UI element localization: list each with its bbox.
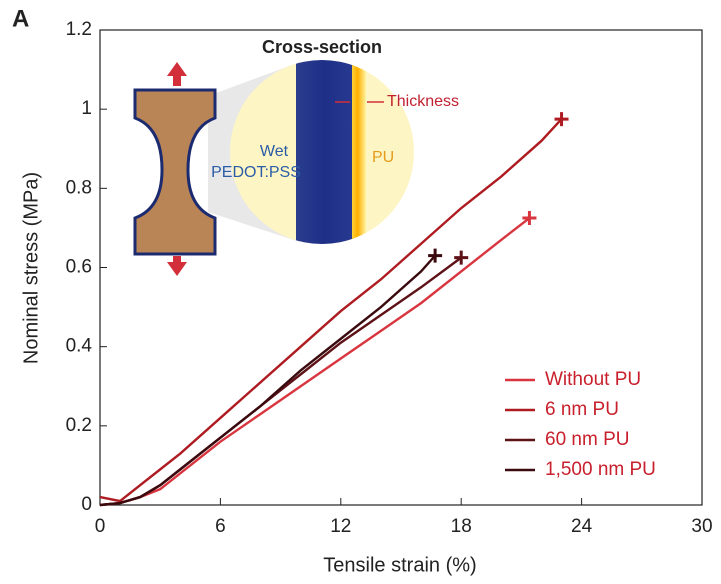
x-tick-label: 18: [451, 516, 472, 537]
arrow-up: [167, 62, 187, 86]
data-line: [99, 118, 563, 503]
y-tick-label: 0: [81, 494, 92, 515]
break-point: [554, 112, 569, 127]
y-axis-label: Nominal stress (MPa): [20, 172, 42, 364]
specimen: [133, 88, 217, 256]
x-tick-label: 12: [330, 516, 351, 537]
y-tick-label: 0.2: [66, 415, 92, 436]
legend-label: 6 nm PU: [545, 399, 619, 420]
x-tick-label: 0: [95, 516, 106, 537]
panel-label: A: [12, 5, 29, 32]
y-tick-label: 1: [81, 98, 92, 119]
inset-label: PU: [372, 149, 394, 166]
y-tick-label: 0.6: [66, 257, 92, 278]
break-point: [522, 211, 537, 226]
break-point: [428, 248, 443, 263]
data-line: [99, 256, 462, 507]
legend-label: 1,500 nm PU: [545, 459, 656, 480]
x-tick-label: 24: [571, 516, 593, 537]
inset-title: Cross-section: [262, 37, 382, 57]
x-tick-label: 6: [215, 516, 226, 537]
pedot-layer: [296, 60, 354, 244]
x-tick-label: 30: [691, 516, 712, 537]
y-tick-label: 1.2: [66, 19, 92, 40]
data-line: [99, 217, 531, 507]
inset-label: PEDOT:PSS: [211, 164, 301, 181]
arrow-down: [167, 256, 187, 276]
inset: Cross-section Wet PEDOT:PSS Thickness PU: [133, 37, 459, 276]
break-point: [454, 250, 469, 265]
data-line: [99, 254, 437, 507]
x-axis-label: Tensile strain (%): [323, 554, 476, 576]
inset-label: Thickness: [387, 93, 459, 110]
inset-label: Wet: [260, 143, 289, 160]
y-tick-label: 0.8: [66, 177, 92, 198]
pu-layer: [352, 60, 366, 244]
legend-label: Without PU: [545, 369, 641, 390]
y-tick-label: 0.4: [66, 336, 93, 357]
legend-label: 60 nm PU: [545, 429, 629, 450]
